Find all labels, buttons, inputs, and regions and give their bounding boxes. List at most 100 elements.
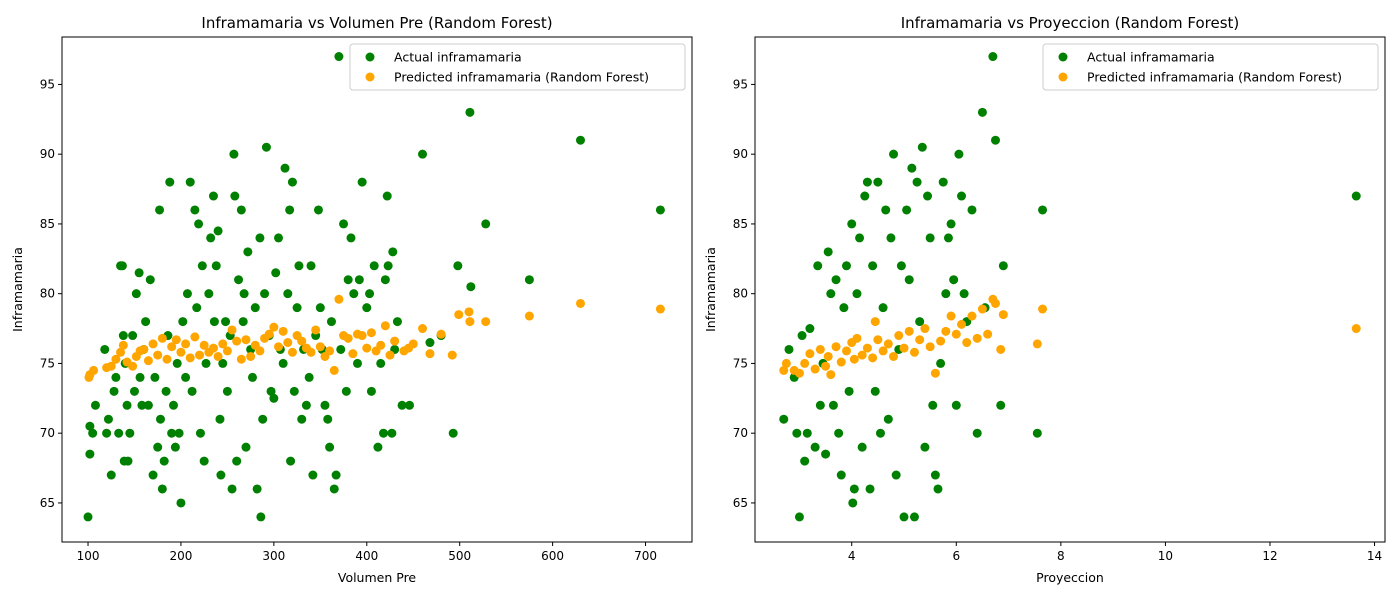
- actual-point: [831, 275, 841, 285]
- actual-point: [153, 442, 163, 452]
- predicted-point: [236, 354, 246, 364]
- actual-point: [247, 372, 257, 382]
- actual-point: [352, 358, 362, 368]
- predicted-point: [1351, 324, 1361, 334]
- actual-point: [209, 317, 219, 327]
- predicted-point: [213, 351, 223, 361]
- predicted-point: [269, 322, 279, 332]
- predicted-point: [366, 328, 376, 338]
- predicted-point: [283, 338, 293, 348]
- y-axis-label: Inframamaria: [703, 247, 718, 332]
- predicted-point: [232, 336, 242, 346]
- x-tick-label: 12: [1262, 549, 1277, 563]
- actual-point: [891, 470, 901, 480]
- predicted-point: [972, 333, 982, 343]
- actual-point: [125, 428, 135, 438]
- predicted-point: [329, 365, 339, 375]
- actual-point: [448, 428, 458, 438]
- legend-entry: Predicted inframamaria (Random Forest): [1087, 70, 1342, 85]
- actual-point: [234, 275, 244, 285]
- predicted-point: [925, 342, 935, 352]
- actual-point: [904, 275, 914, 285]
- predicted-point: [139, 344, 149, 354]
- predicted-point: [218, 339, 228, 349]
- actual-point: [232, 456, 242, 466]
- y-tick-label: 90: [733, 147, 748, 161]
- actual-point: [336, 344, 346, 354]
- series-predicted: [84, 294, 665, 382]
- predicted-point: [962, 338, 972, 348]
- series-predicted: [779, 294, 1361, 380]
- actual-point: [195, 428, 205, 438]
- actual-point: [83, 512, 93, 522]
- predicted-point: [977, 304, 987, 314]
- series-actual: [83, 52, 665, 522]
- predicted-point: [195, 350, 205, 360]
- actual-point: [308, 470, 318, 480]
- predicted-point: [143, 356, 153, 366]
- actual-point: [289, 386, 299, 396]
- predicted-point: [655, 304, 665, 314]
- actual-point: [369, 261, 379, 271]
- predicted-point: [157, 333, 167, 343]
- x-tick-label: 200: [169, 549, 192, 563]
- actual-point: [844, 386, 854, 396]
- actual-point: [397, 400, 407, 410]
- actual-point: [252, 484, 262, 494]
- actual-point: [213, 226, 223, 236]
- predicted-point: [116, 347, 126, 357]
- actual-point: [857, 442, 867, 452]
- actual-point: [392, 317, 402, 327]
- predicted-point: [89, 365, 99, 375]
- actual-point: [1038, 205, 1048, 215]
- legend-marker: [1058, 72, 1068, 82]
- actual-point: [860, 191, 870, 201]
- actual-point: [85, 449, 95, 459]
- actual-point: [278, 358, 288, 368]
- actual-point: [123, 456, 133, 466]
- actual-point: [821, 449, 831, 459]
- plot-area: [754, 36, 1386, 543]
- predicted-point: [841, 346, 851, 356]
- legend-entry: Actual inframamaria: [394, 50, 522, 65]
- predicted-point: [348, 349, 358, 359]
- predicted-point: [425, 349, 435, 359]
- actual-point: [320, 400, 330, 410]
- actual-point: [996, 400, 1006, 410]
- actual-point: [194, 219, 204, 229]
- actual-point: [852, 289, 862, 299]
- actual-point: [784, 344, 794, 354]
- actual-point: [896, 261, 906, 271]
- actual-point: [959, 289, 969, 299]
- actual-point: [134, 268, 144, 278]
- y-tick-label: 85: [733, 217, 748, 231]
- actual-point: [912, 177, 922, 187]
- y-tick-label: 90: [40, 147, 55, 161]
- actual-point: [236, 205, 246, 215]
- actual-point: [159, 456, 169, 466]
- y-tick-label: 80: [733, 287, 748, 301]
- actual-point: [129, 386, 139, 396]
- actual-point: [902, 205, 912, 215]
- actual-point: [90, 400, 100, 410]
- actual-point: [341, 386, 351, 396]
- actual-point: [331, 470, 341, 480]
- predicted-point: [915, 335, 925, 345]
- x-axis-label: Volumen Pre: [338, 570, 417, 585]
- predicted-point: [883, 339, 893, 349]
- predicted-point: [128, 361, 138, 371]
- predicted-point: [1038, 304, 1048, 314]
- predicted-point: [852, 333, 862, 343]
- actual-point: [779, 414, 789, 424]
- actual-point: [114, 428, 124, 438]
- actual-point: [215, 414, 225, 424]
- predicted-point: [278, 326, 288, 336]
- actual-point: [365, 289, 375, 299]
- predicted-point: [815, 344, 825, 354]
- actual-point: [990, 135, 1000, 145]
- actual-point: [972, 428, 982, 438]
- actual-point: [230, 191, 240, 201]
- actual-point: [813, 261, 823, 271]
- predicted-point: [862, 343, 872, 353]
- predicted-point: [998, 310, 1008, 320]
